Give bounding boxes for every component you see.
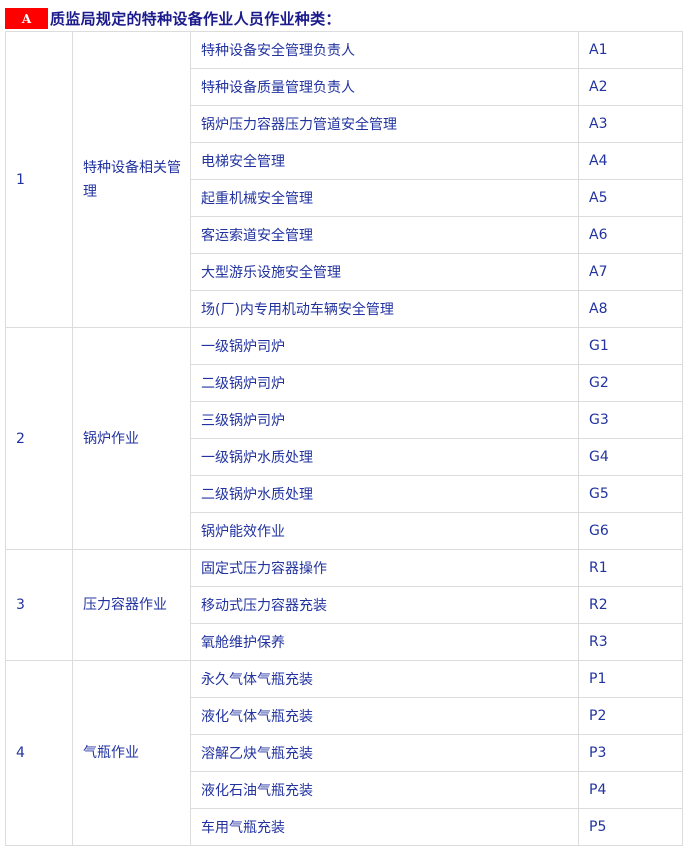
group-number: 1 — [5, 31, 73, 328]
table-row: 3 压力容器作业 固定式压力容器操作 R1 — [5, 549, 683, 661]
item-name: 客运索道安全管理 — [190, 216, 579, 254]
item-name: 溶解乙炔气瓶充装 — [190, 734, 579, 772]
section-title: A 质监局规定的特种设备作业人员作业种类： — [5, 8, 341, 29]
item-code: A6 — [578, 216, 683, 254]
table-row: 场(厂)内专用机动车辆安全管理 A8 — [6, 290, 683, 328]
section-heading: 质监局规定的特种设备作业人员作业种类： — [50, 10, 341, 28]
group-category: 锅炉作业 — [72, 327, 191, 550]
item-code: A4 — [578, 142, 683, 180]
item-code: G2 — [578, 364, 683, 402]
item-code: P5 — [578, 808, 683, 846]
item-name: 永久气体气瓶充装 — [190, 660, 579, 698]
operation-types-table: 1 特种设备相关管理 特种设备安全管理负责人 A1 特种设备质量管理负责人 A2 锅炉压力容… — [5, 31, 683, 846]
item-name: 二级锅炉司炉 — [190, 364, 579, 402]
table-row: 锅炉压力容器压力管道安全管理 A3 — [6, 105, 683, 143]
table-row: 二级锅炉司炉 G2 — [6, 364, 683, 402]
item-code: A3 — [578, 105, 683, 143]
group-number: 2 — [5, 327, 73, 550]
table-row: 起重机械安全管理 A5 — [6, 179, 683, 217]
item-name: 起重机械安全管理 — [190, 179, 579, 217]
group-category: 特种设备相关管理 — [72, 31, 191, 328]
item-name: 移动式压力容器充装 — [190, 586, 579, 624]
item-code: R3 — [578, 623, 683, 661]
item-name: 液化气体气瓶充装 — [190, 697, 579, 735]
item-name: 固定式压力容器操作 — [190, 549, 579, 587]
table-row: 三级锅炉司炉 G3 — [6, 401, 683, 439]
table-row: 客运索道安全管理 A6 — [6, 216, 683, 254]
item-code: G1 — [578, 327, 683, 365]
table-row: 移动式压力容器充装 R2 — [6, 586, 683, 624]
table-row: 溶解乙炔气瓶充装 P3 — [6, 734, 683, 772]
item-name: 车用气瓶充装 — [190, 808, 579, 846]
item-name: 一级锅炉司炉 — [190, 327, 579, 365]
item-name: 场(厂)内专用机动车辆安全管理 — [190, 290, 579, 328]
table-row: 2 锅炉作业 一级锅炉司炉 G1 — [5, 327, 683, 550]
item-name: 锅炉压力容器压力管道安全管理 — [190, 105, 579, 143]
section-badge: A — [5, 8, 48, 29]
item-code: A1 — [578, 31, 683, 69]
table-row: 二级锅炉水质处理 G5 — [6, 475, 683, 513]
item-code: A5 — [578, 179, 683, 217]
group-category: 压力容器作业 — [72, 549, 191, 661]
item-code: P3 — [578, 734, 683, 772]
item-code: G6 — [578, 512, 683, 550]
group-number: 3 — [5, 549, 73, 661]
item-name: 特种设备安全管理负责人 — [190, 31, 579, 69]
item-name: 二级锅炉水质处理 — [190, 475, 579, 513]
item-code: G5 — [578, 475, 683, 513]
item-code: A2 — [578, 68, 683, 106]
group-number: 4 — [5, 660, 73, 846]
table-row: 电梯安全管理 A4 — [6, 142, 683, 180]
table-row: 锅炉能效作业 G6 — [6, 512, 683, 550]
item-code: R1 — [578, 549, 683, 587]
table-row: 大型游乐设施安全管理 A7 — [6, 253, 683, 291]
table-row: 4 气瓶作业 永久气体气瓶充装 P1 — [5, 660, 683, 846]
group-category: 气瓶作业 — [72, 660, 191, 846]
item-code: P4 — [578, 771, 683, 809]
item-name: 一级锅炉水质处理 — [190, 438, 579, 476]
item-name: 电梯安全管理 — [190, 142, 579, 180]
item-name: 三级锅炉司炉 — [190, 401, 579, 439]
item-name: 液化石油气瓶充装 — [190, 771, 579, 809]
item-code: G4 — [578, 438, 683, 476]
table-row: 液化气体气瓶充装 P2 — [6, 697, 683, 735]
item-code: A7 — [578, 253, 683, 291]
table-row: 液化石油气瓶充装 P4 — [6, 771, 683, 809]
item-name: 特种设备质量管理负责人 — [190, 68, 579, 106]
item-code: P1 — [578, 660, 683, 698]
table-row: 特种设备质量管理负责人 A2 — [6, 68, 683, 106]
item-code: R2 — [578, 586, 683, 624]
item-name: 大型游乐设施安全管理 — [190, 253, 579, 291]
item-name: 锅炉能效作业 — [190, 512, 579, 550]
table-row: 1 特种设备相关管理 特种设备安全管理负责人 A1 — [5, 31, 683, 328]
item-name: 氧舱维护保养 — [190, 623, 579, 661]
item-code: A8 — [578, 290, 683, 328]
table-row: 氧舱维护保养 R3 — [6, 623, 683, 661]
item-code: P2 — [578, 697, 683, 735]
item-code: G3 — [578, 401, 683, 439]
